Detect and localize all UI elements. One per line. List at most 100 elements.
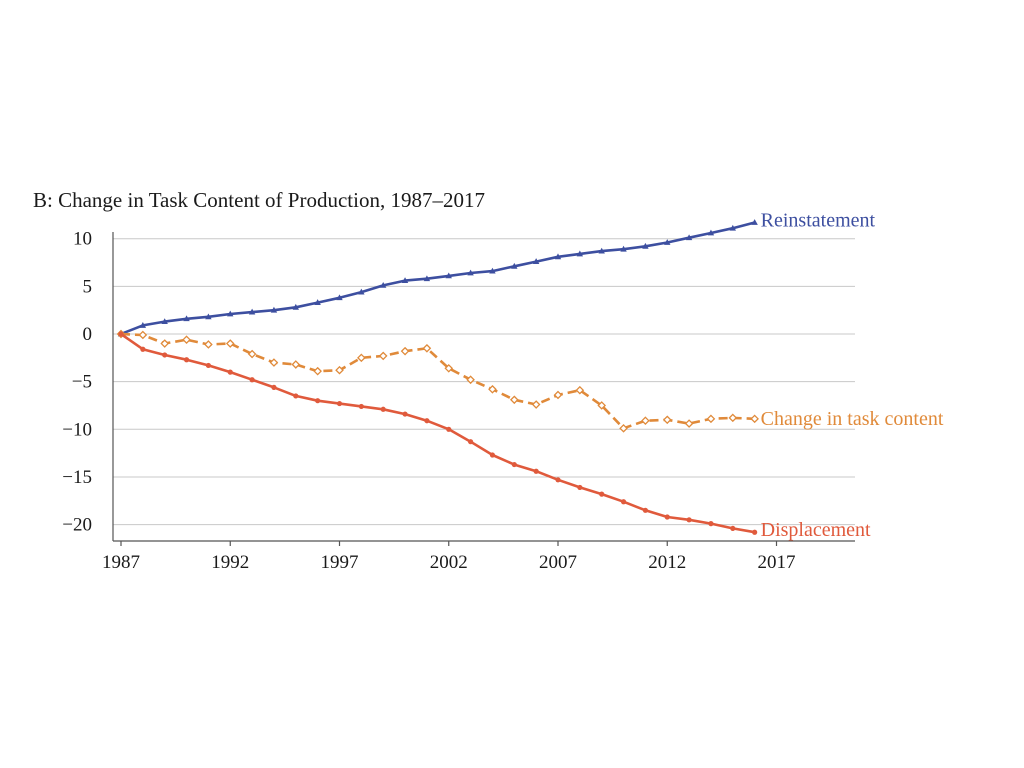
data-point-change-in-task-content	[662, 415, 672, 425]
y-tick-label: −5	[72, 372, 92, 393]
series-change-in-task-content	[116, 329, 759, 433]
data-point-change-in-task-content	[400, 346, 410, 356]
data-point-reinstatement	[489, 267, 496, 274]
data-point-displacement	[533, 468, 539, 474]
data-point-displacement	[446, 426, 452, 432]
data-point-change-in-task-content	[728, 413, 738, 423]
data-point-change-in-task-content	[641, 416, 650, 426]
data-point-reinstatement	[707, 229, 715, 236]
data-point-reinstatement	[751, 219, 758, 225]
data-point-change-in-task-content	[488, 384, 497, 394]
data-point-displacement	[140, 346, 146, 352]
data-point-change-in-task-content	[313, 366, 322, 376]
x-tick-label: 1987	[102, 552, 140, 573]
series-line-reinstatement	[120, 221, 756, 336]
data-point-reinstatement	[401, 277, 409, 284]
data-point-displacement	[599, 491, 605, 497]
data-point-reinstatement	[358, 288, 365, 295]
series-displacement	[118, 331, 758, 535]
data-point-displacement	[730, 525, 736, 532]
series-label-change-in-task-content: Change in task content	[761, 408, 944, 430]
data-point-displacement	[227, 369, 233, 375]
data-point-reinstatement	[423, 275, 431, 282]
y-tick-label: 10	[73, 229, 92, 250]
data-point-reinstatement	[380, 281, 387, 288]
data-point-reinstatement	[248, 308, 256, 315]
data-point-change-in-task-content	[509, 395, 519, 405]
data-point-displacement	[555, 477, 561, 483]
data-point-change-in-task-content	[138, 330, 148, 340]
data-point-reinstatement	[664, 239, 671, 245]
data-point-displacement	[162, 352, 168, 358]
data-point-displacement	[402, 411, 408, 417]
data-point-change-in-task-content	[684, 419, 694, 428]
data-point-displacement	[271, 384, 277, 390]
y-tick-label: 0	[83, 324, 93, 345]
data-point-change-in-task-content	[225, 339, 235, 348]
data-point-reinstatement	[292, 303, 299, 310]
series-line-displacement	[120, 332, 755, 534]
data-point-displacement	[424, 418, 430, 424]
data-point-displacement	[468, 439, 474, 445]
y-tick-label: −15	[62, 467, 92, 488]
data-point-displacement	[686, 517, 692, 523]
data-point-reinstatement	[139, 322, 147, 328]
x-tick-label: 2012	[648, 552, 686, 573]
data-point-change-in-task-content	[335, 365, 344, 375]
data-point-reinstatement	[532, 258, 540, 264]
data-point-displacement	[336, 400, 343, 407]
series-lines	[116, 219, 759, 535]
data-point-displacement	[358, 403, 364, 410]
data-point-displacement	[620, 499, 627, 505]
data-point-change-in-task-content	[378, 351, 388, 361]
data-point-displacement	[752, 529, 758, 535]
data-point-displacement	[315, 398, 321, 404]
data-point-change-in-task-content	[422, 343, 432, 353]
x-tick-label: 2007	[539, 552, 577, 573]
data-point-reinstatement	[576, 250, 584, 257]
data-point-displacement	[293, 393, 299, 399]
chart-title: B: Change in Task Content of Production,…	[33, 188, 485, 212]
series-reinstatement	[117, 219, 758, 337]
data-point-reinstatement	[642, 242, 649, 249]
x-tick-label: 1997	[321, 552, 359, 573]
data-point-reinstatement	[227, 310, 234, 317]
data-point-reinstatement	[183, 315, 190, 322]
series-labels: Reinstatement Change in task content Displ…	[761, 209, 944, 541]
data-point-reinstatement	[445, 272, 452, 279]
data-point-displacement	[183, 357, 190, 363]
data-point-reinstatement	[336, 294, 343, 301]
x-tick-label: 1992	[211, 552, 249, 573]
y-tick-label: −20	[62, 515, 92, 536]
data-point-reinstatement	[205, 313, 212, 320]
series-label-reinstatement: Reinstatement	[761, 209, 876, 231]
data-point-change-in-task-content	[750, 414, 759, 424]
data-point-change-in-task-content	[444, 363, 454, 373]
data-point-change-in-task-content	[269, 358, 279, 367]
data-point-change-in-task-content	[204, 340, 213, 349]
data-point-change-in-task-content	[182, 335, 191, 345]
data-point-reinstatement	[598, 247, 605, 254]
data-point-change-in-task-content	[466, 375, 475, 385]
data-point-change-in-task-content	[597, 401, 607, 410]
data-point-reinstatement	[270, 306, 278, 313]
data-point-change-in-task-content	[706, 414, 716, 424]
data-point-displacement	[577, 484, 583, 491]
x-tick-label: 2017	[758, 552, 796, 573]
x-tick-label: 2002	[430, 552, 468, 573]
data-point-change-in-task-content	[531, 400, 541, 409]
y-tick-label: −10	[62, 419, 92, 440]
data-point-displacement	[664, 514, 670, 520]
data-point-change-in-task-content	[553, 390, 563, 400]
data-point-displacement	[118, 331, 124, 337]
data-point-change-in-task-content	[619, 424, 628, 433]
data-point-displacement	[489, 452, 496, 458]
axes	[112, 232, 855, 546]
data-point-change-in-task-content	[160, 339, 170, 348]
grid-lines	[113, 238, 855, 526]
data-point-displacement	[249, 377, 255, 383]
y-tick-label: 5	[83, 276, 93, 297]
data-point-change-in-task-content	[247, 349, 257, 359]
data-point-change-in-task-content	[575, 385, 585, 395]
